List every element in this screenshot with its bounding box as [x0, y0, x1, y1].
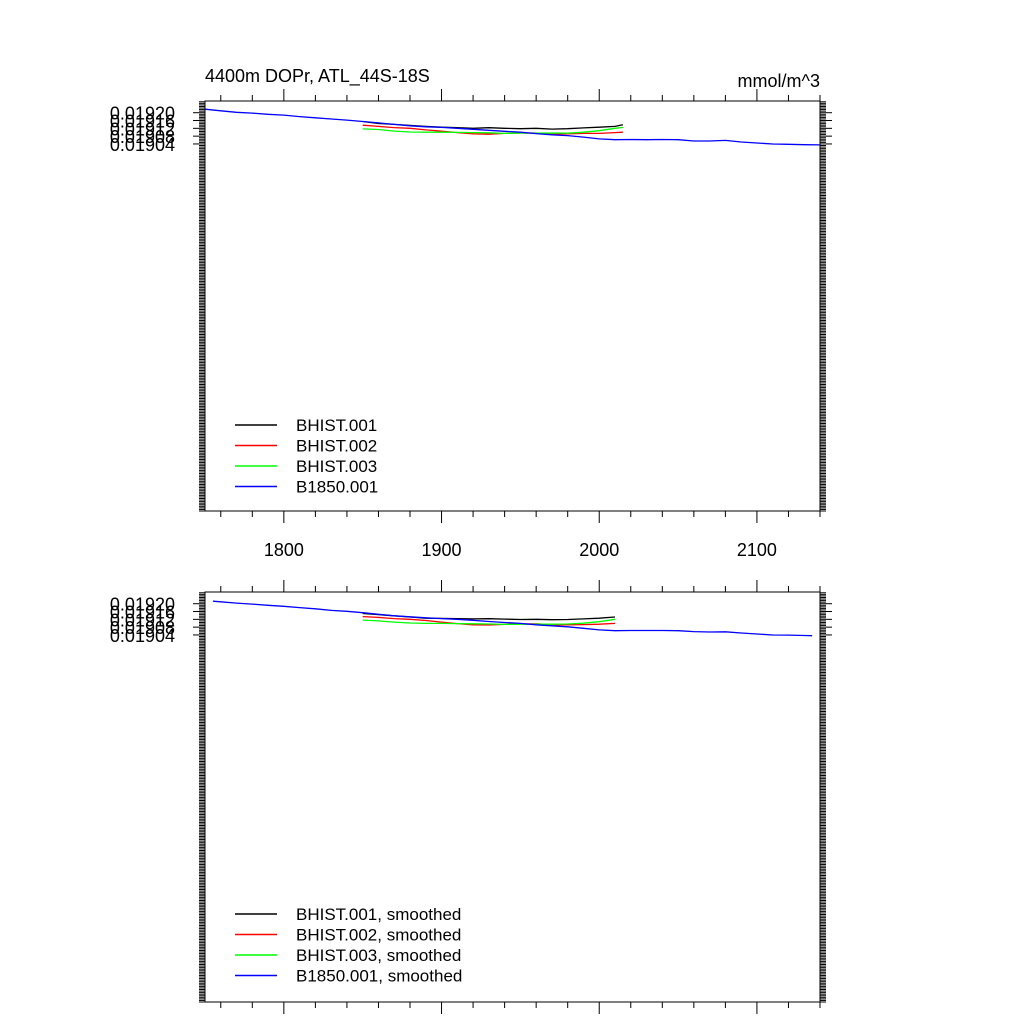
series-line-4 — [204, 108, 821, 146]
y-tick-label: 0.01912 — [110, 610, 175, 630]
legend-label: BHIST.001, smoothed — [296, 905, 461, 924]
legend-label: BHIST.003 — [296, 457, 377, 476]
y-tick-label: 0.01916 — [110, 112, 175, 132]
legend-label: BHIST.002, smoothed — [296, 926, 461, 945]
y-tick-label: 0.01912 — [110, 119, 175, 139]
y-tick-label: 0.01920 — [110, 595, 175, 615]
series-line-4 — [212, 600, 813, 637]
x-tick-label: 1900 — [422, 540, 462, 560]
chart-title: 4400m DOPr, ATL_44S-18S — [205, 66, 430, 87]
series-line-3 — [362, 618, 616, 626]
legend-label: B1850.001 — [296, 478, 378, 497]
chart-units: mmol/m^3 — [738, 71, 820, 91]
x-tick-label: 1800 — [264, 540, 304, 560]
series-line-2 — [362, 615, 616, 626]
series-line-3 — [362, 126, 623, 135]
y-tick-label: 0.01920 — [110, 104, 175, 124]
x-tick-label: 2000 — [579, 540, 619, 560]
y-tick-label: 0.01908 — [110, 618, 175, 638]
legend-label: B1850.001, smoothed — [296, 967, 462, 986]
y-tick-label: 0.01904 — [110, 135, 175, 155]
y-tick-label: 0.01904 — [110, 626, 175, 646]
legend-label: BHIST.002 — [296, 437, 377, 456]
top-panel: 1800 1900 2000 2100 0.019040.019080.019120.0… — [110, 89, 832, 560]
y-tick-label: 0.01916 — [110, 603, 175, 623]
x-tick-label: 2100 — [737, 540, 777, 560]
legend-label: BHIST.001 — [296, 416, 377, 435]
legend-label: BHIST.003, smoothed — [296, 946, 461, 965]
y-tick-label: 0.01908 — [110, 127, 175, 147]
series-line-2 — [362, 124, 623, 135]
